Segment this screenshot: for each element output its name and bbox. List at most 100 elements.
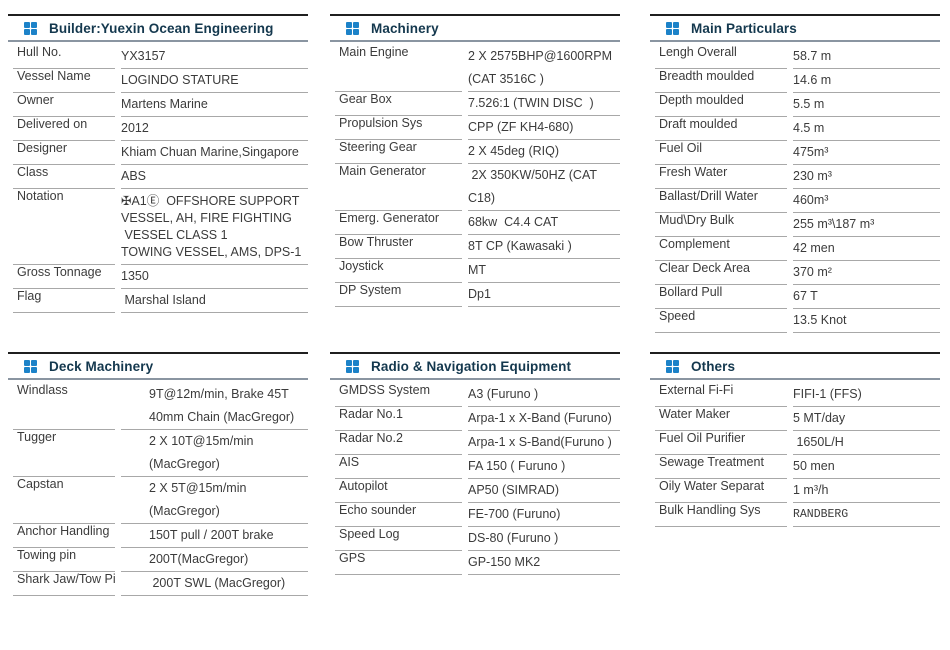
spec-row: Bow Thruster 8T CP (Kawasaki ) xyxy=(330,235,620,259)
spec-value-line: 13.5 Knot xyxy=(793,313,847,327)
spec-value-line: 58.7 m xyxy=(793,49,832,63)
panel-header: Deck Machinery xyxy=(8,352,308,380)
spec-value: 2 X 2575BHP@1600RPM (CAT 3516C ) xyxy=(468,45,620,92)
spec-value: 1650L/H xyxy=(793,431,940,455)
spec-row: Gross Tonnage 1350 xyxy=(8,265,308,289)
spec-value-line: Khiam Chuan Marine,Singapore xyxy=(121,145,299,159)
spec-rows: Windlass 9T@12m/min, Brake 45T 40mm Chain … xyxy=(8,383,308,596)
panel-builder: Builder:Yuexin Ocean Engineering Hull No… xyxy=(8,14,308,313)
spec-label: Mud\Dry Bulk xyxy=(655,213,787,237)
spec-label: Main Engine xyxy=(335,45,462,92)
spec-row: Ballast/Drill Water 460m³ xyxy=(650,189,940,213)
panel-header: Builder:Yuexin Ocean Engineering xyxy=(8,14,308,42)
spec-row: Propulsion Sys CPP (ZF KH4-680) xyxy=(330,116,620,140)
spec-value-line: 475m³ xyxy=(793,145,829,159)
spec-value: 68kw C4.4 CAT xyxy=(468,211,620,235)
spec-value: FIFI-1 (FFS) xyxy=(793,383,940,407)
spec-label: Tugger xyxy=(13,430,115,477)
spec-label: Water Maker xyxy=(655,407,787,431)
spec-label: Emerg. Generator xyxy=(335,211,462,235)
spec-label: Echo sounder xyxy=(335,503,462,527)
spec-label: Oily Water Separat xyxy=(655,479,787,503)
spec-row: Depth moulded 5.5 m xyxy=(650,93,940,117)
spec-value: DS-80 (Furuno ) xyxy=(468,527,620,551)
spec-value: CPP (ZF KH4-680) xyxy=(468,116,620,140)
spec-value-line: 255 m³\187 m³ xyxy=(793,217,875,231)
spec-label: Lengh Overall xyxy=(655,45,787,69)
spec-label: Bollard Pull xyxy=(655,285,787,309)
spec-row: Designer Khiam Chuan Marine,Singapore xyxy=(8,141,308,165)
spec-label: Vessel Name xyxy=(13,69,115,93)
spec-value-line: MT xyxy=(468,263,487,277)
spec-value: 8T CP (Kawasaki ) xyxy=(468,235,620,259)
spec-label: Bow Thruster xyxy=(335,235,462,259)
spec-row: Notation ✠A1Ⓔ OFFSHORE SUPPORT VESSEL, AH,… xyxy=(8,189,308,265)
spec-label: Towing pin xyxy=(13,548,115,572)
spec-row: Vessel Name LOGINDO STATURE xyxy=(8,69,308,93)
spec-row: Anchor Handling 150T pull / 200T brake xyxy=(8,524,308,548)
spec-value-line: 2 X 2575BHP@1600RPM xyxy=(468,49,613,63)
spec-row: Draft moulded 4.5 m xyxy=(650,117,940,141)
spec-rows: Main Engine 2 X 2575BHP@1600RPM (CAT 3516C… xyxy=(330,45,620,307)
spec-value-line: Arpa-1 x X-Band (Furuno) xyxy=(468,411,612,425)
spec-row: Owner Martens Marine xyxy=(8,93,308,117)
spec-value-line: 150T pull / 200T brake xyxy=(149,528,274,542)
spec-value: Dp1 xyxy=(468,283,620,307)
spec-value: 42 men xyxy=(793,237,940,261)
spec-row: Bollard Pull 67 T xyxy=(650,285,940,309)
grid-icon xyxy=(24,22,37,35)
spec-label: Depth moulded xyxy=(655,93,787,117)
spec-value-line: 9T@12m/min, Brake 45T xyxy=(149,387,289,401)
spec-value-line: 42 men xyxy=(793,241,835,255)
spec-value: Khiam Chuan Marine,Singapore xyxy=(121,141,308,165)
spec-label: Notation xyxy=(13,189,115,265)
spec-value-line: Martens Marine xyxy=(121,97,208,111)
spec-row: Water Maker 5 MT/day xyxy=(650,407,940,431)
spec-row: Radar No.2 Arpa-1 x S-Band(Furuno ) xyxy=(330,431,620,455)
spec-value-line: GP-150 MK2 xyxy=(468,555,541,569)
spec-label: Breadth moulded xyxy=(655,69,787,93)
spec-row: Main Engine 2 X 2575BHP@1600RPM (CAT 3516C… xyxy=(330,45,620,92)
grid-icon xyxy=(666,22,679,35)
spec-row: Windlass 9T@12m/min, Brake 45T 40mm Chain … xyxy=(8,383,308,430)
spec-value-line: 2 X 10T@15m/min (MacGregor) xyxy=(149,434,257,471)
spec-value-line: 7.526:1 (TWIN DISC ) xyxy=(468,96,594,110)
spec-label: Speed xyxy=(655,309,787,333)
spec-label: Fresh Water xyxy=(655,165,787,189)
spec-value: 230 m³ xyxy=(793,165,940,189)
spec-row: Tugger 2 X 10T@15m/min (MacGregor) xyxy=(8,430,308,477)
spec-row: DP System Dp1 xyxy=(330,283,620,307)
spec-value-line: 14.6 m xyxy=(793,73,832,87)
spec-value-line: RANDBERG xyxy=(793,508,849,521)
spec-value: Martens Marine xyxy=(121,93,308,117)
spec-value: 460m³ xyxy=(793,189,940,213)
spec-value-line: AP50 (SIMRAD) xyxy=(468,483,559,497)
spec-value: 1 m³/h xyxy=(793,479,940,503)
spec-value: LOGINDO STATURE xyxy=(121,69,308,93)
spec-label: Capstan xyxy=(13,477,115,524)
spec-label: Sewage Treatment xyxy=(655,455,787,479)
spec-row: Mud\Dry Bulk 255 m³\187 m³ xyxy=(650,213,940,237)
panel-title: Machinery xyxy=(371,21,439,36)
panel-header: Others xyxy=(650,352,940,380)
spec-value: ✠A1Ⓔ OFFSHORE SUPPORT VESSEL, AH, FIRE FI… xyxy=(121,189,308,265)
spec-value: 9T@12m/min, Brake 45T 40mm Chain (MacGreg… xyxy=(121,383,308,430)
spec-row: Delivered on 2012 xyxy=(8,117,308,141)
spec-value-line: FE-700 (Furuno) xyxy=(468,507,561,521)
spec-row: Joystick MT xyxy=(330,259,620,283)
spec-value: 50 men xyxy=(793,455,940,479)
spec-value: 7.526:1 (TWIN DISC ) xyxy=(468,92,620,116)
spec-label: Joystick xyxy=(335,259,462,283)
spec-label: Gear Box xyxy=(335,92,462,116)
spec-value-line: 5 MT/day xyxy=(793,411,846,425)
spec-label: Ballast/Drill Water xyxy=(655,189,787,213)
spec-row: Shark Jaw/Tow Pin 200T SWL (MacGregor) xyxy=(8,572,308,596)
spec-label: Fuel Oil Purifier xyxy=(655,431,787,455)
spec-value-line: A3 (Furuno ) xyxy=(468,387,539,401)
spec-row: Main Generator 2X 350KW/50HZ (CAT C18) xyxy=(330,164,620,211)
spec-row: GMDSS System A3 (Furuno ) xyxy=(330,383,620,407)
spec-value-line: 4.5 m xyxy=(793,121,825,135)
spec-value: YX3157 xyxy=(121,45,308,69)
spec-label: Main Generator xyxy=(335,164,462,211)
spec-value-line: Arpa-1 x S-Band(Furuno ) xyxy=(468,435,612,449)
